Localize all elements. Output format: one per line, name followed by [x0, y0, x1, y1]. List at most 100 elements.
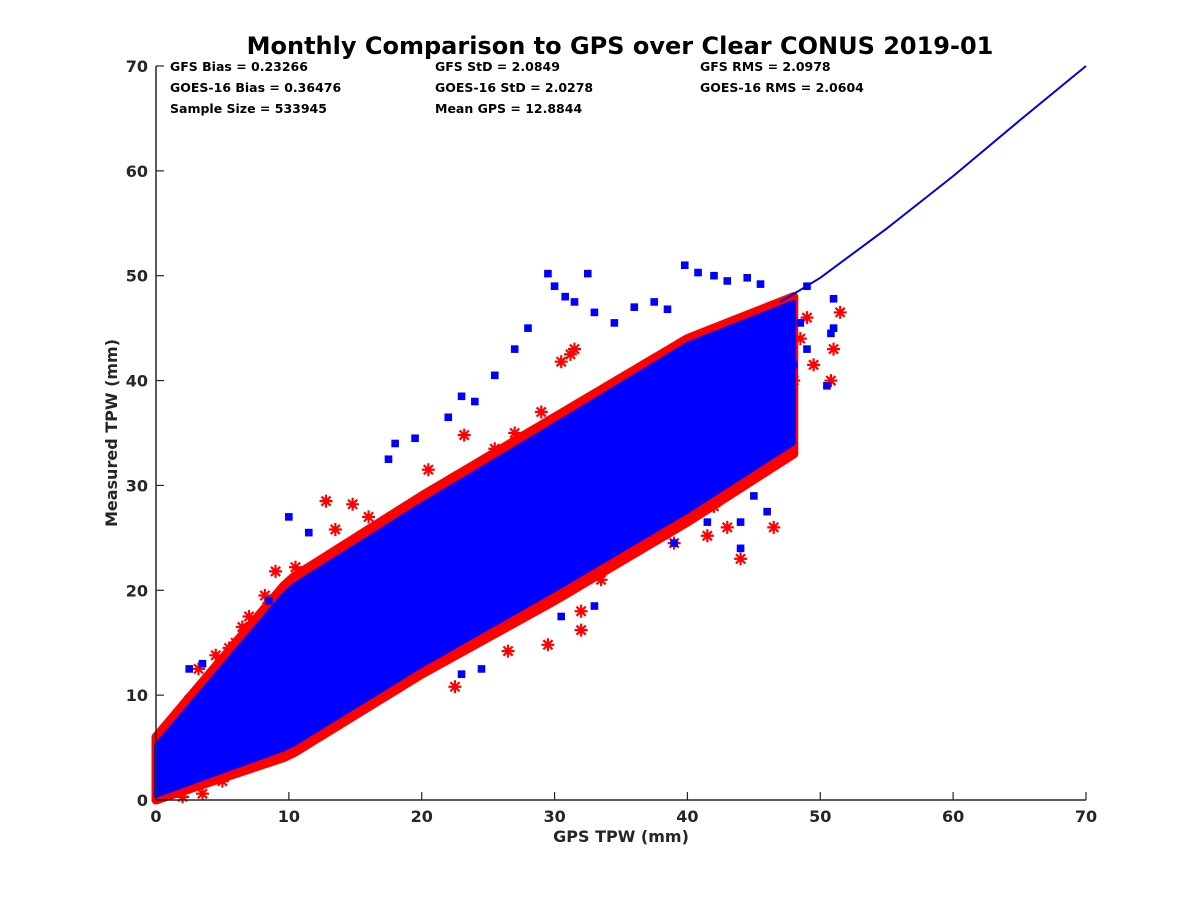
- star-point: [568, 342, 581, 356]
- square-point: [457, 392, 466, 401]
- x-tick-label: 60: [942, 807, 964, 826]
- star-point: [242, 610, 256, 623]
- square-point: [829, 294, 838, 303]
- square-point: [178, 764, 187, 773]
- square-point: [657, 402, 665, 411]
- y-axis-label: Measured TPW (mm): [102, 339, 121, 527]
- series-square: [154, 261, 838, 798]
- y-tick-label: 30: [126, 476, 148, 495]
- square-point: [829, 324, 838, 332]
- square-point: [265, 596, 273, 605]
- x-axis-label: GPS TPW (mm): [553, 827, 689, 846]
- square-point: [437, 544, 446, 553]
- square-point: [743, 274, 752, 282]
- square-point: [158, 759, 167, 768]
- square-point: [371, 680, 380, 689]
- star-point: [421, 463, 435, 477]
- star-point: [235, 762, 249, 776]
- square-point: [643, 528, 652, 537]
- star-point: [289, 560, 302, 574]
- square-point: [185, 665, 194, 673]
- square-point: [165, 780, 174, 789]
- stat-text: Sample Size = 533945: [170, 101, 327, 116]
- square-point: [570, 298, 579, 306]
- star-point: [534, 405, 548, 419]
- square-point: [391, 439, 399, 448]
- star-point: [734, 552, 748, 566]
- square-point: [550, 282, 559, 290]
- square-point: [663, 305, 672, 314]
- star-point: [634, 536, 648, 550]
- square-point: [285, 680, 293, 689]
- star-point: [541, 638, 555, 652]
- star-point: [295, 568, 309, 582]
- square-point: [384, 455, 393, 464]
- y-tick-label: 0: [137, 791, 148, 810]
- square-point: [561, 292, 569, 301]
- square-point: [723, 471, 732, 479]
- star-point: [328, 522, 342, 536]
- star-point: [192, 662, 206, 676]
- star-point: [793, 332, 807, 346]
- square-point: [650, 298, 659, 306]
- square-point: [557, 612, 566, 621]
- star-point: [448, 680, 462, 694]
- star-point: [767, 520, 781, 534]
- square-point: [358, 596, 366, 605]
- star-point: [564, 347, 578, 361]
- square-point: [680, 261, 689, 270]
- square-point: [198, 659, 207, 668]
- square-point: [827, 329, 835, 338]
- star-point: [215, 774, 229, 788]
- star-point: [229, 636, 243, 650]
- x-tick-label: 20: [411, 807, 433, 826]
- reference-line: [779, 65, 1087, 303]
- x-tick-label: 30: [543, 807, 565, 826]
- square-point: [497, 497, 506, 505]
- square-point: [590, 602, 599, 610]
- square-point: [763, 507, 771, 516]
- chart-title: Monthly Comparison to GPS over Clear CON…: [247, 32, 994, 60]
- square-point: [457, 670, 466, 678]
- star-point: [235, 620, 249, 634]
- star-point: [574, 623, 588, 637]
- square-point: [311, 623, 320, 631]
- star-point: [508, 426, 522, 440]
- star-point: [457, 428, 471, 442]
- star-point: [346, 497, 360, 511]
- square-point: [617, 539, 625, 547]
- x-tick-label: 50: [809, 807, 831, 826]
- square-point: [610, 319, 619, 327]
- square-point: [205, 733, 213, 741]
- y-tick-label: 70: [126, 57, 148, 76]
- star-point: [574, 604, 588, 618]
- square-point: [787, 303, 795, 311]
- y-tick-label: 50: [126, 267, 148, 286]
- star-point: [827, 342, 841, 356]
- square-point: [411, 434, 419, 443]
- square-point: [743, 450, 752, 458]
- star-point: [780, 447, 794, 461]
- square-point: [524, 324, 532, 332]
- axes: 0 10 20 30 40 50 60 70 0 10 20 30 40 50 60 70: [126, 57, 1097, 826]
- square-point: [444, 413, 453, 422]
- square-point: [670, 539, 678, 547]
- star-point: [554, 355, 568, 369]
- stat-text: GFS Bias = 0.23266: [170, 59, 308, 74]
- star-point: [800, 311, 814, 325]
- square-point: [796, 319, 805, 327]
- star-point: [720, 520, 734, 534]
- square-point: [736, 518, 745, 526]
- star-point: [734, 478, 748, 492]
- star-point: [807, 358, 821, 372]
- stat-text: GOES-16 StD = 2.0278: [435, 80, 593, 95]
- square-point: [776, 397, 785, 406]
- square-point: [285, 513, 293, 521]
- square-point: [710, 271, 718, 280]
- star-point: [222, 641, 236, 655]
- star-point: [488, 442, 502, 456]
- star-point: [258, 589, 272, 603]
- star-point: [362, 510, 376, 524]
- x-tick-label: 10: [278, 807, 300, 826]
